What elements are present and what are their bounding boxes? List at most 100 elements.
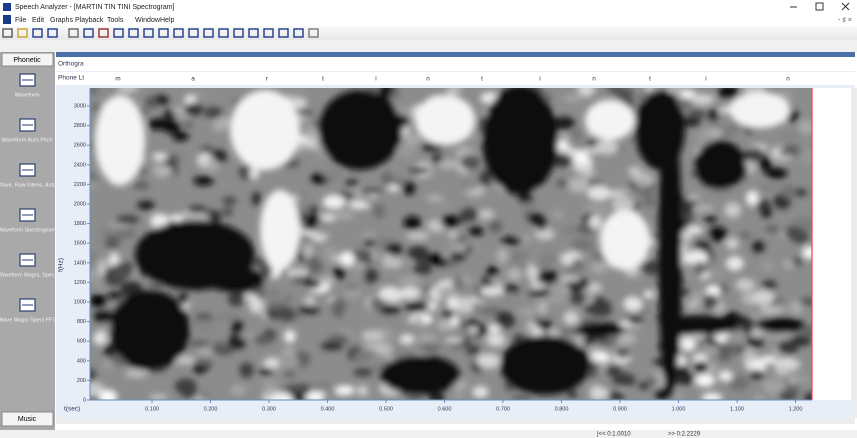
spectral-blob [627,317,644,325]
spectral-blob [705,345,717,356]
spectral-blob [437,320,453,330]
y-tick-label: 2600 [74,143,86,149]
spectral-blob [765,225,780,233]
scrollbar[interactable] [851,88,857,418]
spectral-blob [193,320,216,333]
spectral-blob [567,390,577,398]
x-tick-label: 0.700 [496,406,510,412]
layout-label: Wave, Raw Intens, Auto [0,182,56,188]
spectral-blob [792,256,803,266]
spectral-blob [645,376,660,385]
spectral-blob [571,238,594,251]
spectral-blob [642,194,656,207]
spectral-blob [100,227,118,237]
spectral-blob [207,159,219,172]
menu-item[interactable]: Help [160,17,175,24]
menu-item[interactable]: Edit [32,17,44,24]
spectral-blob [268,289,281,298]
spectral-blob [590,262,606,274]
spectral-blob [399,334,415,344]
spectral-blob [361,232,376,238]
menu-item[interactable]: Window [135,17,161,24]
orthographic-row [56,57,855,71]
spectral-blob [568,177,590,193]
spectral-blob [746,191,759,206]
spectral-blob [308,260,323,274]
spectral-blob [284,295,294,302]
spectral-blob [125,370,148,377]
spectral-blob [91,311,114,323]
x-tick-label: 0.100 [145,406,159,412]
spectral-blob [431,200,450,212]
spectral-blob [333,304,343,318]
spectral-blob [708,227,727,242]
mdi-controls[interactable]: - ♯ × [838,17,852,24]
spectral-blob [298,306,319,314]
spectral-blob [90,294,106,307]
orthographic-label: Orthogra [58,61,84,68]
spectral-blob [518,307,537,316]
spectral-blob [718,370,732,381]
spectral-blob [458,179,478,190]
window-title: Speech Analyzer - [MARTIN TIN TINI Spect… [15,4,175,11]
spectral-blob [690,296,702,307]
spectral-blob [777,339,798,354]
spectral-blob [468,327,478,334]
pane-caption [56,52,855,57]
spectral-blob [489,276,503,283]
menu-item[interactable]: File [15,17,26,24]
spectral-blob [145,96,158,108]
spectral-blob [137,201,155,210]
spectral-blob [353,368,373,377]
spectral-blob [169,215,183,221]
spectral-blob [443,309,454,320]
spectral-blob [570,290,586,304]
phone-label: t [481,76,483,83]
spectral-blob [323,168,343,180]
spectral-blob [254,335,274,345]
app-window: Speech Analyzer - [MARTIN TIN TINI Spect… [0,0,857,438]
spectral-blob [223,207,233,216]
spectral-blob [503,292,520,307]
formant-band [482,85,558,195]
spectral-blob [277,353,299,369]
spectral-blob [343,288,362,298]
menu-item[interactable]: Graphs [50,17,73,24]
phone-label: n [426,76,430,83]
spectral-blob [437,258,448,267]
menu-item[interactable]: Playback [75,17,104,24]
phone-label: t [322,76,324,83]
spectral-blob [456,304,473,314]
spectral-gap [730,92,790,128]
x-axis-label: t(sec) [64,406,80,413]
status-end: >> 0:2.2229 [668,432,701,438]
spectral-blob [553,210,564,219]
spectral-blob [726,256,744,270]
x-tick-label: 0.400 [321,406,335,412]
status-start: |<< 0:1.0010 [597,432,631,438]
spectral-blob [546,294,567,304]
spectral-blob [406,232,429,239]
spectral-gap [260,190,300,270]
phone-label: m [115,76,120,83]
menu-item[interactable]: Tools [107,17,124,24]
spectral-blob [454,387,464,400]
h-scrollbar[interactable] [56,418,855,424]
spectral-blob [675,371,695,385]
spectral-blob [501,237,524,245]
menu-bar [0,14,857,26]
spectral-blob [541,239,557,251]
spectral-blob [590,385,602,401]
spectral-blob [321,342,344,351]
formant-band [635,90,685,170]
spectral-blob [742,322,754,333]
spectral-blob [569,128,584,143]
spectral-blob [695,374,715,387]
x-tick-label: 0.600 [438,406,452,412]
spectral-blob [759,333,779,339]
spectral-blob [193,176,213,186]
spectral-blob [615,348,630,358]
y-tick-label: 0 [83,397,86,403]
spectral-blob [710,270,723,278]
spectral-blob [445,337,464,343]
